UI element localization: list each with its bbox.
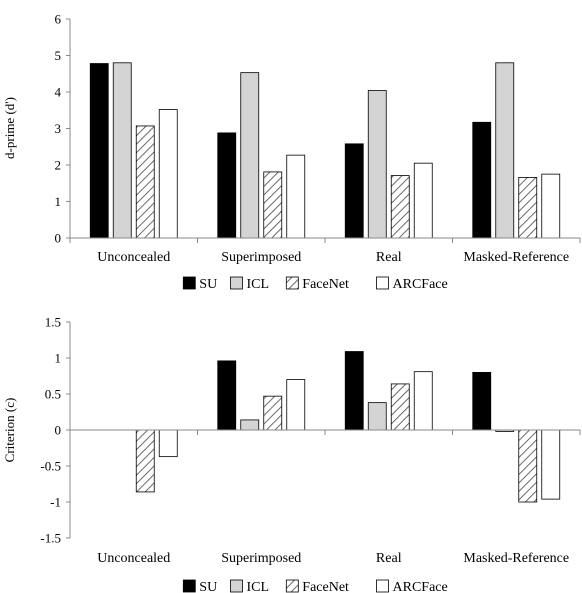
bar-facenet-unconcealed: [135, 429, 155, 493]
legend-label-facenet: FaceNet: [302, 580, 349, 593]
legend-swatch-facenet: [285, 276, 299, 290]
bar-icl-superimposed: [240, 419, 260, 431]
chart2-axes: [69, 322, 581, 538]
legend-label-icl: ICL: [247, 580, 270, 593]
bar-facenet-real: [390, 383, 410, 431]
chart1-category-labels: Unconcealed Superimposed Real Masked-Refere…: [97, 250, 569, 265]
category-label: Superimposed: [221, 250, 301, 265]
y-tick-label: -0.5: [40, 459, 61, 474]
legend-label-su: SU: [199, 277, 217, 292]
chart2-category-labels: Unconcealed Superimposed Real Masked-Refere…: [97, 551, 569, 566]
chart1-ylabel: d-prime (d'): [2, 97, 17, 159]
bar-su-masked-reference: [472, 121, 492, 239]
legend-swatch-su: [182, 276, 196, 290]
legend-label-su: SU: [199, 580, 217, 593]
category-label: Real: [376, 551, 402, 566]
y-tick-label: 5: [55, 48, 62, 63]
bar-icl-real: [367, 402, 387, 431]
bar-facenet-superimposed: [263, 171, 283, 239]
chart1-yticks: 0 1 2 3 4 5 6: [55, 12, 70, 246]
bar-icl-superimposed: [240, 72, 260, 239]
category-label: Superimposed: [221, 551, 301, 566]
bar-su-masked-reference: [472, 371, 492, 431]
category-label: Masked-Reference: [463, 551, 569, 566]
category-label: Unconcealed: [97, 551, 170, 566]
y-tick-label: 2: [55, 158, 62, 173]
legend-swatch-facenet: [285, 579, 299, 593]
category-label: Unconcealed: [97, 250, 170, 265]
legend-swatch-icl: [230, 276, 243, 290]
chart2-ylabel: Criterion (c): [2, 398, 17, 463]
chart2-legend: SU ICL FaceNet ARCFace: [182, 579, 448, 593]
bar-facenet-real: [390, 175, 410, 239]
y-tick-label: 1: [55, 351, 62, 366]
bar-icl-real: [367, 90, 387, 239]
bar-facenet-unconcealed: [135, 125, 155, 239]
y-tick-label: 0: [55, 423, 62, 438]
bar-su-unconcealed: [89, 63, 109, 239]
bar-facenet-masked-reference: [518, 429, 538, 503]
bar-arcface-superimposed: [286, 379, 306, 431]
chart2-bars: [135, 351, 561, 503]
legend-swatch-arcface: [376, 276, 389, 290]
bar-arcface-superimposed: [286, 154, 306, 239]
category-label: Real: [376, 250, 402, 265]
bar-facenet-superimposed: [263, 395, 283, 431]
bar-facenet-masked-reference: [518, 177, 538, 239]
y-tick-label: 6: [55, 12, 62, 27]
bar-icl-unconcealed: [112, 62, 132, 239]
legend-label-arcface: ARCFace: [393, 580, 448, 593]
legend-label-arcface: ARCFace: [393, 277, 448, 292]
legend-swatch-icl: [230, 579, 243, 593]
y-tick-label: -1.5: [40, 531, 61, 546]
bar-arcface-masked-reference: [541, 173, 561, 239]
y-tick-label: 0.5: [45, 387, 61, 402]
chart1-legend: SU ICL FaceNet ARCFace: [182, 276, 448, 292]
dprime-chart: d-prime (d') 0 1 2 3 4 5 6 Unconcealed Superimp…: [2, 12, 581, 292]
chart1-bars: [89, 62, 561, 239]
bar-su-superimposed: [217, 360, 237, 431]
bar-arcface-real: [413, 371, 433, 431]
legend-swatch-su: [182, 579, 196, 593]
bar-arcface-real: [413, 162, 433, 239]
y-tick-label: 1: [55, 194, 62, 209]
bar-su-real: [344, 351, 364, 431]
legend-label-icl: ICL: [247, 277, 270, 292]
y-tick-label: 4: [55, 85, 62, 100]
bar-icl-masked-reference: [495, 62, 515, 239]
bar-su-superimposed: [217, 132, 237, 239]
y-tick-label: -1: [50, 495, 61, 510]
y-tick-label: 3: [55, 121, 62, 136]
legend-label-facenet: FaceNet: [302, 277, 349, 292]
category-label: Masked-Reference: [463, 250, 569, 265]
bar-arcface-masked-reference: [541, 429, 561, 500]
y-tick-label: 0: [55, 231, 62, 246]
bar-arcface-unconcealed: [158, 109, 178, 239]
bar-su-real: [344, 143, 364, 239]
chart2-yticks: -1.5 -1 -0.5 0 0.5 1 1.5: [40, 315, 70, 546]
y-tick-label: 1.5: [45, 315, 61, 330]
bar-arcface-unconcealed: [158, 429, 178, 458]
chart1-axes: [69, 19, 581, 243]
criterion-chart: Criterion (c) -1.5 -1 -0.5 0 0.5 1 1.5 Unconce…: [2, 315, 581, 593]
legend-swatch-arcface: [376, 579, 389, 593]
